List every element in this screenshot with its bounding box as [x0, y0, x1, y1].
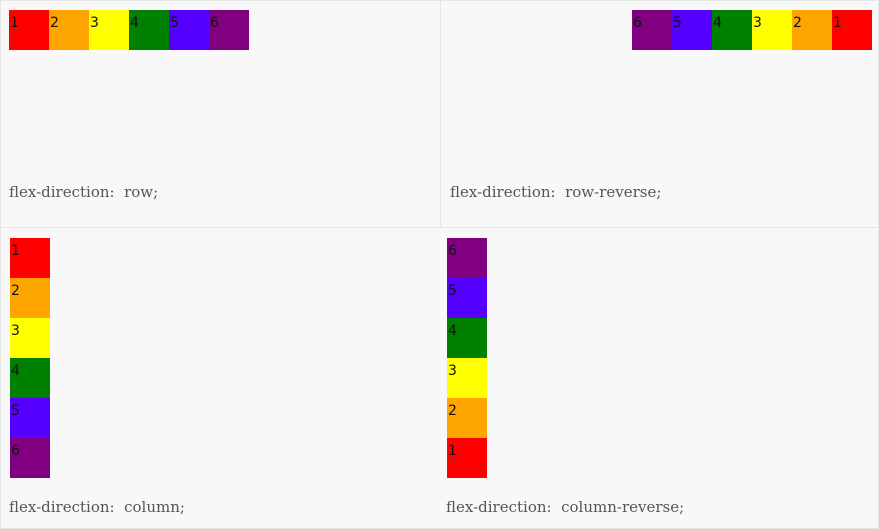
flex-item-3: 3 [10, 318, 50, 358]
flex-item-1: 1 [447, 438, 487, 478]
caption-row-reverse: flex-direction: row-reverse; [450, 183, 662, 201]
flex-item-5: 5 [447, 278, 487, 318]
flex-item-3: 3 [447, 358, 487, 398]
flex-item-1: 1 [832, 10, 872, 50]
flex-item-3: 3 [89, 10, 129, 50]
flex-item-2: 2 [10, 278, 50, 318]
flex-item-1: 1 [10, 238, 50, 278]
flex-item-4: 4 [712, 10, 752, 50]
flex-item-2: 2 [792, 10, 832, 50]
caption-column-reverse: flex-direction: column-reverse; [446, 498, 685, 516]
flex-item-6: 6 [447, 238, 487, 278]
panel-column: 1 2 3 4 5 6 flex-direction: column; [0, 227, 441, 529]
flex-item-5: 5 [169, 10, 209, 50]
flex-item-6: 6 [10, 438, 50, 478]
flex-item-4: 4 [447, 318, 487, 358]
flex-item-6: 6 [632, 10, 672, 50]
flex-item-4: 4 [129, 10, 169, 50]
panel-column-reverse: 1 2 3 4 5 6 flex-direction: column-rever… [437, 227, 879, 529]
flex-demo-row: 1 2 3 4 5 6 [9, 10, 249, 50]
panel-row-reverse: 1 2 3 4 5 6 flex-direction: row-reverse; [440, 0, 879, 228]
flex-item-1: 1 [9, 10, 49, 50]
flex-item-3: 3 [752, 10, 792, 50]
flex-item-5: 5 [672, 10, 712, 50]
caption-row: flex-direction: row; [9, 183, 159, 201]
flex-item-4: 4 [10, 358, 50, 398]
panel-row: 1 2 3 4 5 6 flex-direction: row; [0, 0, 441, 228]
caption-column: flex-direction: column; [9, 498, 185, 516]
flex-item-6: 6 [209, 10, 249, 50]
flex-demo-column-reverse: 1 2 3 4 5 6 [447, 238, 487, 478]
flex-demo-row-reverse: 1 2 3 4 5 6 [632, 10, 872, 50]
flex-item-5: 5 [10, 398, 50, 438]
flex-demo-column: 1 2 3 4 5 6 [10, 238, 50, 478]
flex-item-2: 2 [447, 398, 487, 438]
flex-item-2: 2 [49, 10, 89, 50]
